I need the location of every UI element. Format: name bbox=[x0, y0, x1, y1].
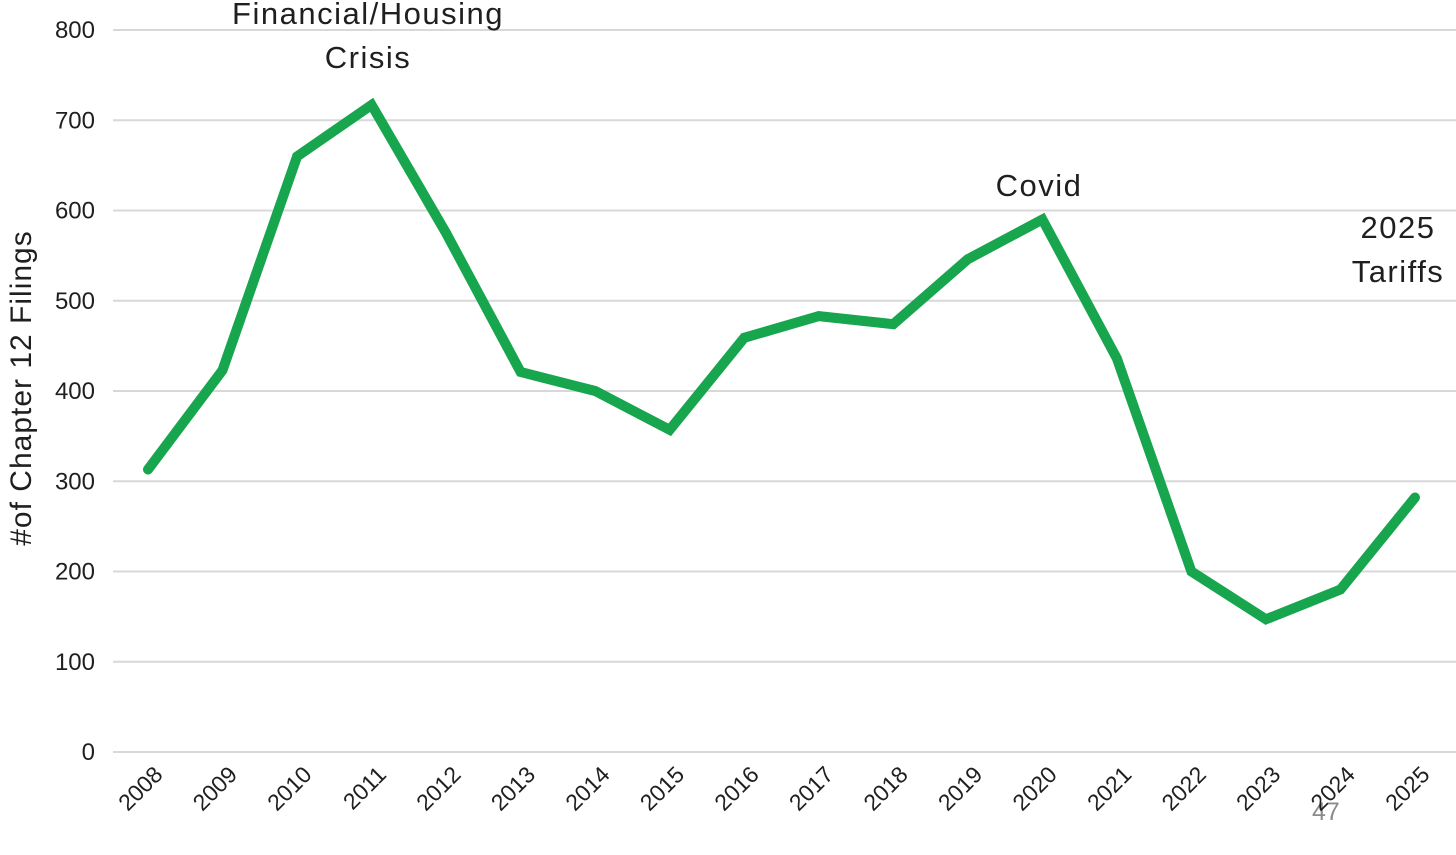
x-tick-label: 2022 bbox=[1156, 761, 1211, 816]
y-tick-label: 0 bbox=[82, 739, 95, 766]
x-tick-label: 2016 bbox=[709, 761, 764, 816]
x-tick-label: 2015 bbox=[635, 761, 690, 816]
x-tick-label: 2019 bbox=[933, 761, 988, 816]
y-tick-label: 200 bbox=[55, 559, 95, 586]
x-tick-label: 2010 bbox=[262, 761, 317, 816]
x-tick-label: 2012 bbox=[411, 761, 466, 816]
x-tick-label: 2011 bbox=[338, 761, 391, 814]
filings-line bbox=[143, 97, 1420, 625]
y-axis-title: #of Chapter 12 Filings bbox=[5, 230, 38, 546]
x-tick-label: 2017 bbox=[784, 761, 839, 816]
annotation-financial-crisis: Financial/Housing Crisis bbox=[232, 0, 504, 76]
y-tick-label: 300 bbox=[55, 468, 95, 495]
page-number: 47 bbox=[1312, 798, 1340, 826]
x-tick-label: 2023 bbox=[1231, 761, 1286, 816]
y-tick-label: 500 bbox=[55, 288, 95, 315]
y-tick-label: 600 bbox=[55, 198, 95, 225]
x-tick-label: 2021 bbox=[1082, 761, 1137, 816]
annotation-2025-tariffs: 2025 Tariffs bbox=[1351, 210, 1445, 290]
x-tick-label: 2020 bbox=[1007, 761, 1062, 816]
y-tick-label: 400 bbox=[55, 378, 95, 405]
y-tick-label: 700 bbox=[55, 107, 95, 134]
x-tick-label: 2013 bbox=[486, 761, 541, 816]
x-tick-label: 2009 bbox=[187, 761, 242, 816]
x-tick-label: 2025 bbox=[1380, 761, 1435, 816]
x-tick-label: 2024 bbox=[1305, 761, 1360, 816]
annotation-covid: Covid bbox=[995, 168, 1083, 203]
y-tick-label: 800 bbox=[55, 17, 95, 44]
x-tick-label: 2014 bbox=[560, 761, 615, 816]
x-tick-label: 2008 bbox=[113, 761, 168, 816]
y-tick-label: 100 bbox=[55, 649, 95, 676]
x-tick-label: 2018 bbox=[858, 761, 913, 816]
